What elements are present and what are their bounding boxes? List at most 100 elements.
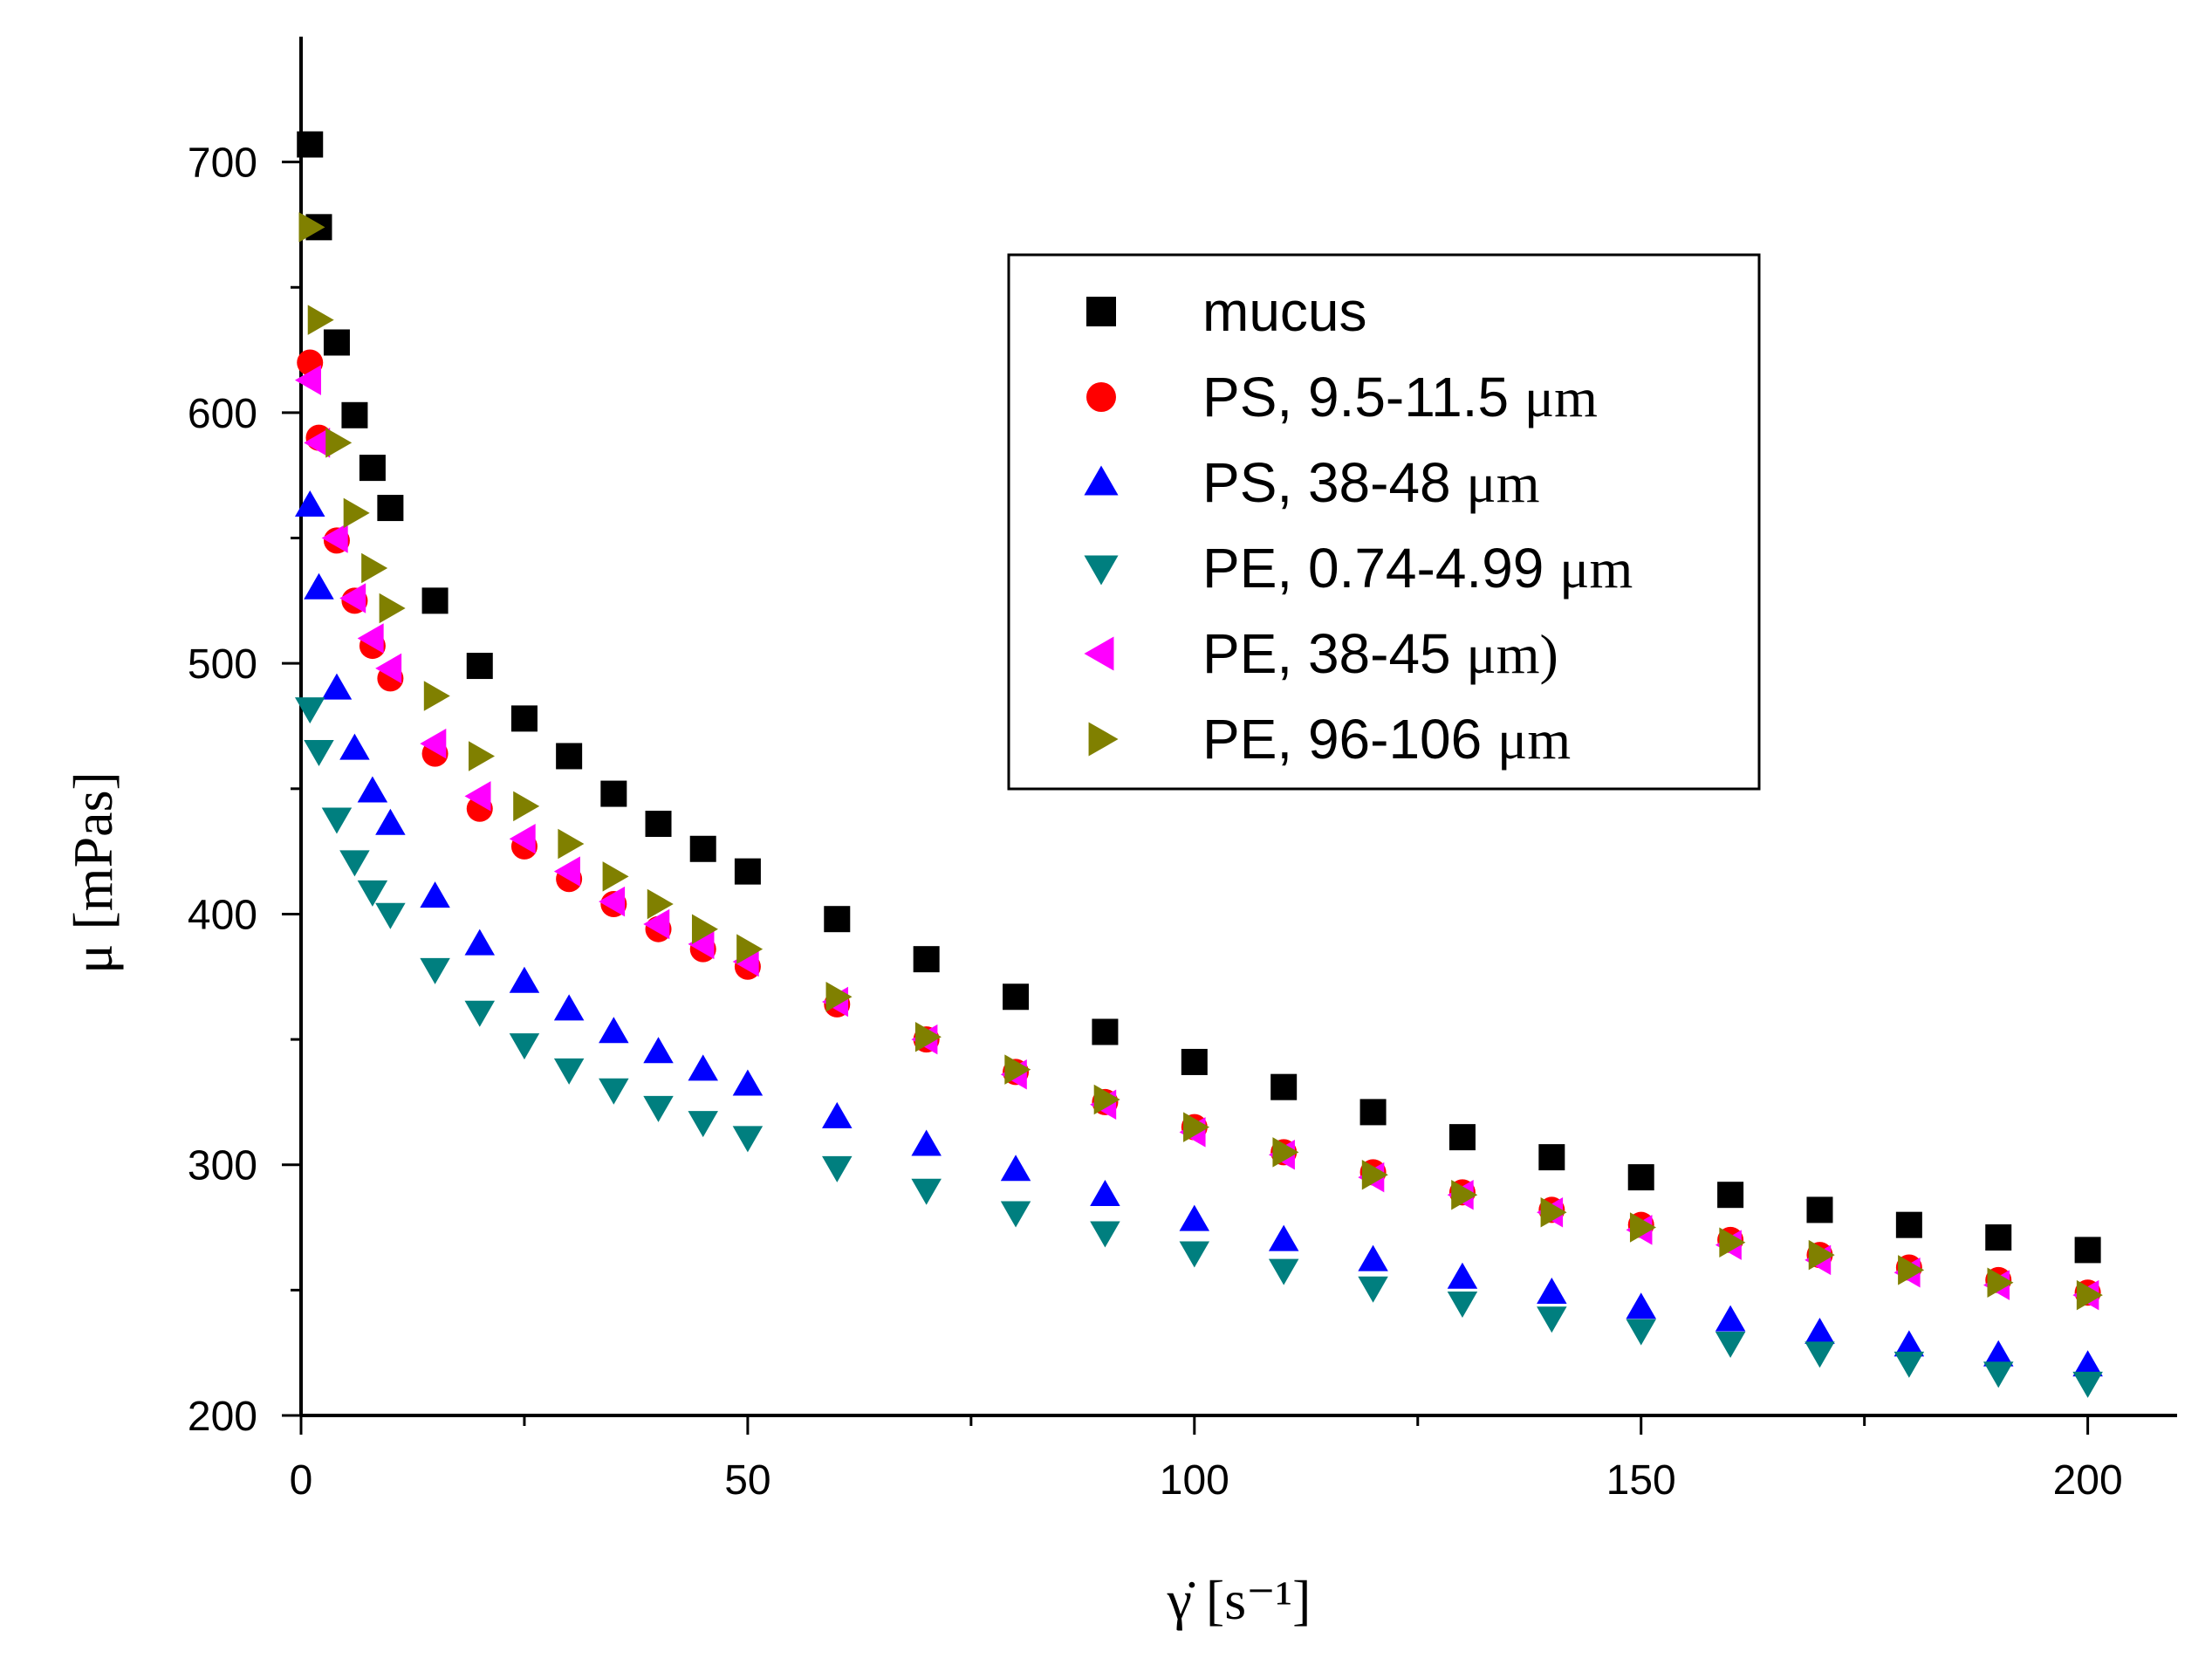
x-tick-label: 100 xyxy=(1160,1457,1229,1504)
data-point xyxy=(1894,1351,1925,1378)
legend-label-unit: μm xyxy=(1497,709,1571,771)
data-point xyxy=(321,807,353,834)
data-point xyxy=(2074,1237,2101,1264)
data-point xyxy=(822,1101,853,1128)
legend-item: PE, 96-106 μm xyxy=(1088,708,1571,771)
legend-marker xyxy=(1084,636,1114,671)
data-point xyxy=(1361,1159,1388,1190)
data-point xyxy=(1092,1018,1119,1045)
data-point xyxy=(1359,1099,1387,1126)
data-point xyxy=(321,673,353,700)
data-point xyxy=(1806,1196,1833,1223)
legend-label: PE, 96-106 μm xyxy=(1202,708,1571,771)
data-point xyxy=(325,428,353,458)
data-point xyxy=(1537,1277,1567,1304)
data-point xyxy=(1985,1224,2012,1251)
data-point xyxy=(688,929,715,960)
data-point xyxy=(464,781,491,812)
data-point xyxy=(375,808,406,835)
data-point xyxy=(688,1111,718,1138)
data-point xyxy=(2072,1350,2103,1377)
data-point xyxy=(643,908,670,940)
data-point xyxy=(307,305,334,335)
data-point xyxy=(1719,1227,1746,1258)
data-point xyxy=(1358,1276,1388,1303)
legend-label-text: PS, 38-48 xyxy=(1202,451,1466,514)
data-point xyxy=(691,914,718,944)
y-tick-label: 400 xyxy=(188,892,257,938)
data-point xyxy=(339,583,366,613)
data-point xyxy=(643,1037,674,1064)
data-point xyxy=(1183,1112,1210,1142)
data-point xyxy=(553,994,585,1021)
data-point xyxy=(1538,1144,1565,1171)
data-point xyxy=(1451,1179,1478,1210)
data-point xyxy=(2072,1371,2103,1398)
data-point xyxy=(509,1033,540,1060)
data-point xyxy=(294,697,325,724)
data-point xyxy=(304,739,334,766)
legend-item: PS, 38-48 μm xyxy=(1084,451,1540,514)
series-6 xyxy=(298,212,2103,1311)
x-tick-label: 150 xyxy=(1606,1457,1676,1504)
legend-label-unit: μm) xyxy=(1466,623,1558,685)
legend-label: PE, 38-45 μm) xyxy=(1202,622,1558,685)
data-point xyxy=(361,552,388,584)
data-point xyxy=(1717,1182,1744,1209)
data-point xyxy=(1626,1319,1656,1346)
data-point xyxy=(420,881,450,908)
x-tick-label: 0 xyxy=(290,1457,313,1504)
data-point xyxy=(556,743,583,770)
data-point xyxy=(341,401,368,428)
data-point xyxy=(304,572,334,600)
data-point xyxy=(1983,1340,2014,1367)
data-point xyxy=(1627,1164,1654,1191)
data-point xyxy=(1179,1241,1210,1268)
data-point xyxy=(1895,1211,1922,1238)
legend-label-text: PE, 38-45 xyxy=(1202,622,1466,685)
data-point xyxy=(914,1021,942,1052)
data-point xyxy=(379,593,406,624)
data-point xyxy=(1987,1267,2014,1298)
data-point xyxy=(339,733,370,760)
data-point xyxy=(647,888,674,920)
data-point xyxy=(1181,1048,1208,1075)
series-4 xyxy=(294,697,2103,1398)
data-point xyxy=(304,428,331,458)
data-point xyxy=(822,1155,853,1182)
x-axis-title: γ̇ [s⁻¹] xyxy=(1167,1569,1311,1631)
data-point xyxy=(513,791,540,822)
data-point xyxy=(464,1000,496,1027)
data-point xyxy=(600,780,627,807)
y-tick-label: 300 xyxy=(188,1143,257,1189)
data-point xyxy=(1715,1331,1746,1358)
data-point xyxy=(1004,1054,1031,1085)
y-axis-title: μ [mPas] xyxy=(62,771,124,974)
data-point xyxy=(1093,1084,1120,1115)
data-point xyxy=(1358,1244,1388,1271)
legend-label: PS, 38-48 μm xyxy=(1202,451,1540,514)
legend-item: mucus xyxy=(1086,280,1367,343)
legend-marker xyxy=(1084,555,1119,586)
legend-label-text: PS, 9.5-11.5 xyxy=(1202,366,1524,428)
data-point xyxy=(421,587,449,614)
data-point xyxy=(375,902,406,929)
data-point xyxy=(357,623,384,654)
data-point xyxy=(1268,1224,1299,1251)
series-1 xyxy=(297,131,2101,1264)
legend-marker xyxy=(1088,722,1119,757)
y-tick-label: 700 xyxy=(188,140,257,187)
data-point xyxy=(298,212,325,243)
axis-ticks: 0 50 100 150 200 200 300 400 500 600 700 xyxy=(188,140,2123,1504)
data-point xyxy=(510,705,538,732)
data-point xyxy=(343,497,370,529)
data-point xyxy=(297,131,324,158)
series-3 xyxy=(294,490,2103,1377)
data-point xyxy=(1805,1341,1835,1368)
data-point xyxy=(420,728,447,759)
y-tick-label: 200 xyxy=(188,1394,257,1440)
legend-label-unit: μm xyxy=(1524,367,1598,428)
data-point xyxy=(825,982,853,1012)
data-point xyxy=(734,858,761,885)
